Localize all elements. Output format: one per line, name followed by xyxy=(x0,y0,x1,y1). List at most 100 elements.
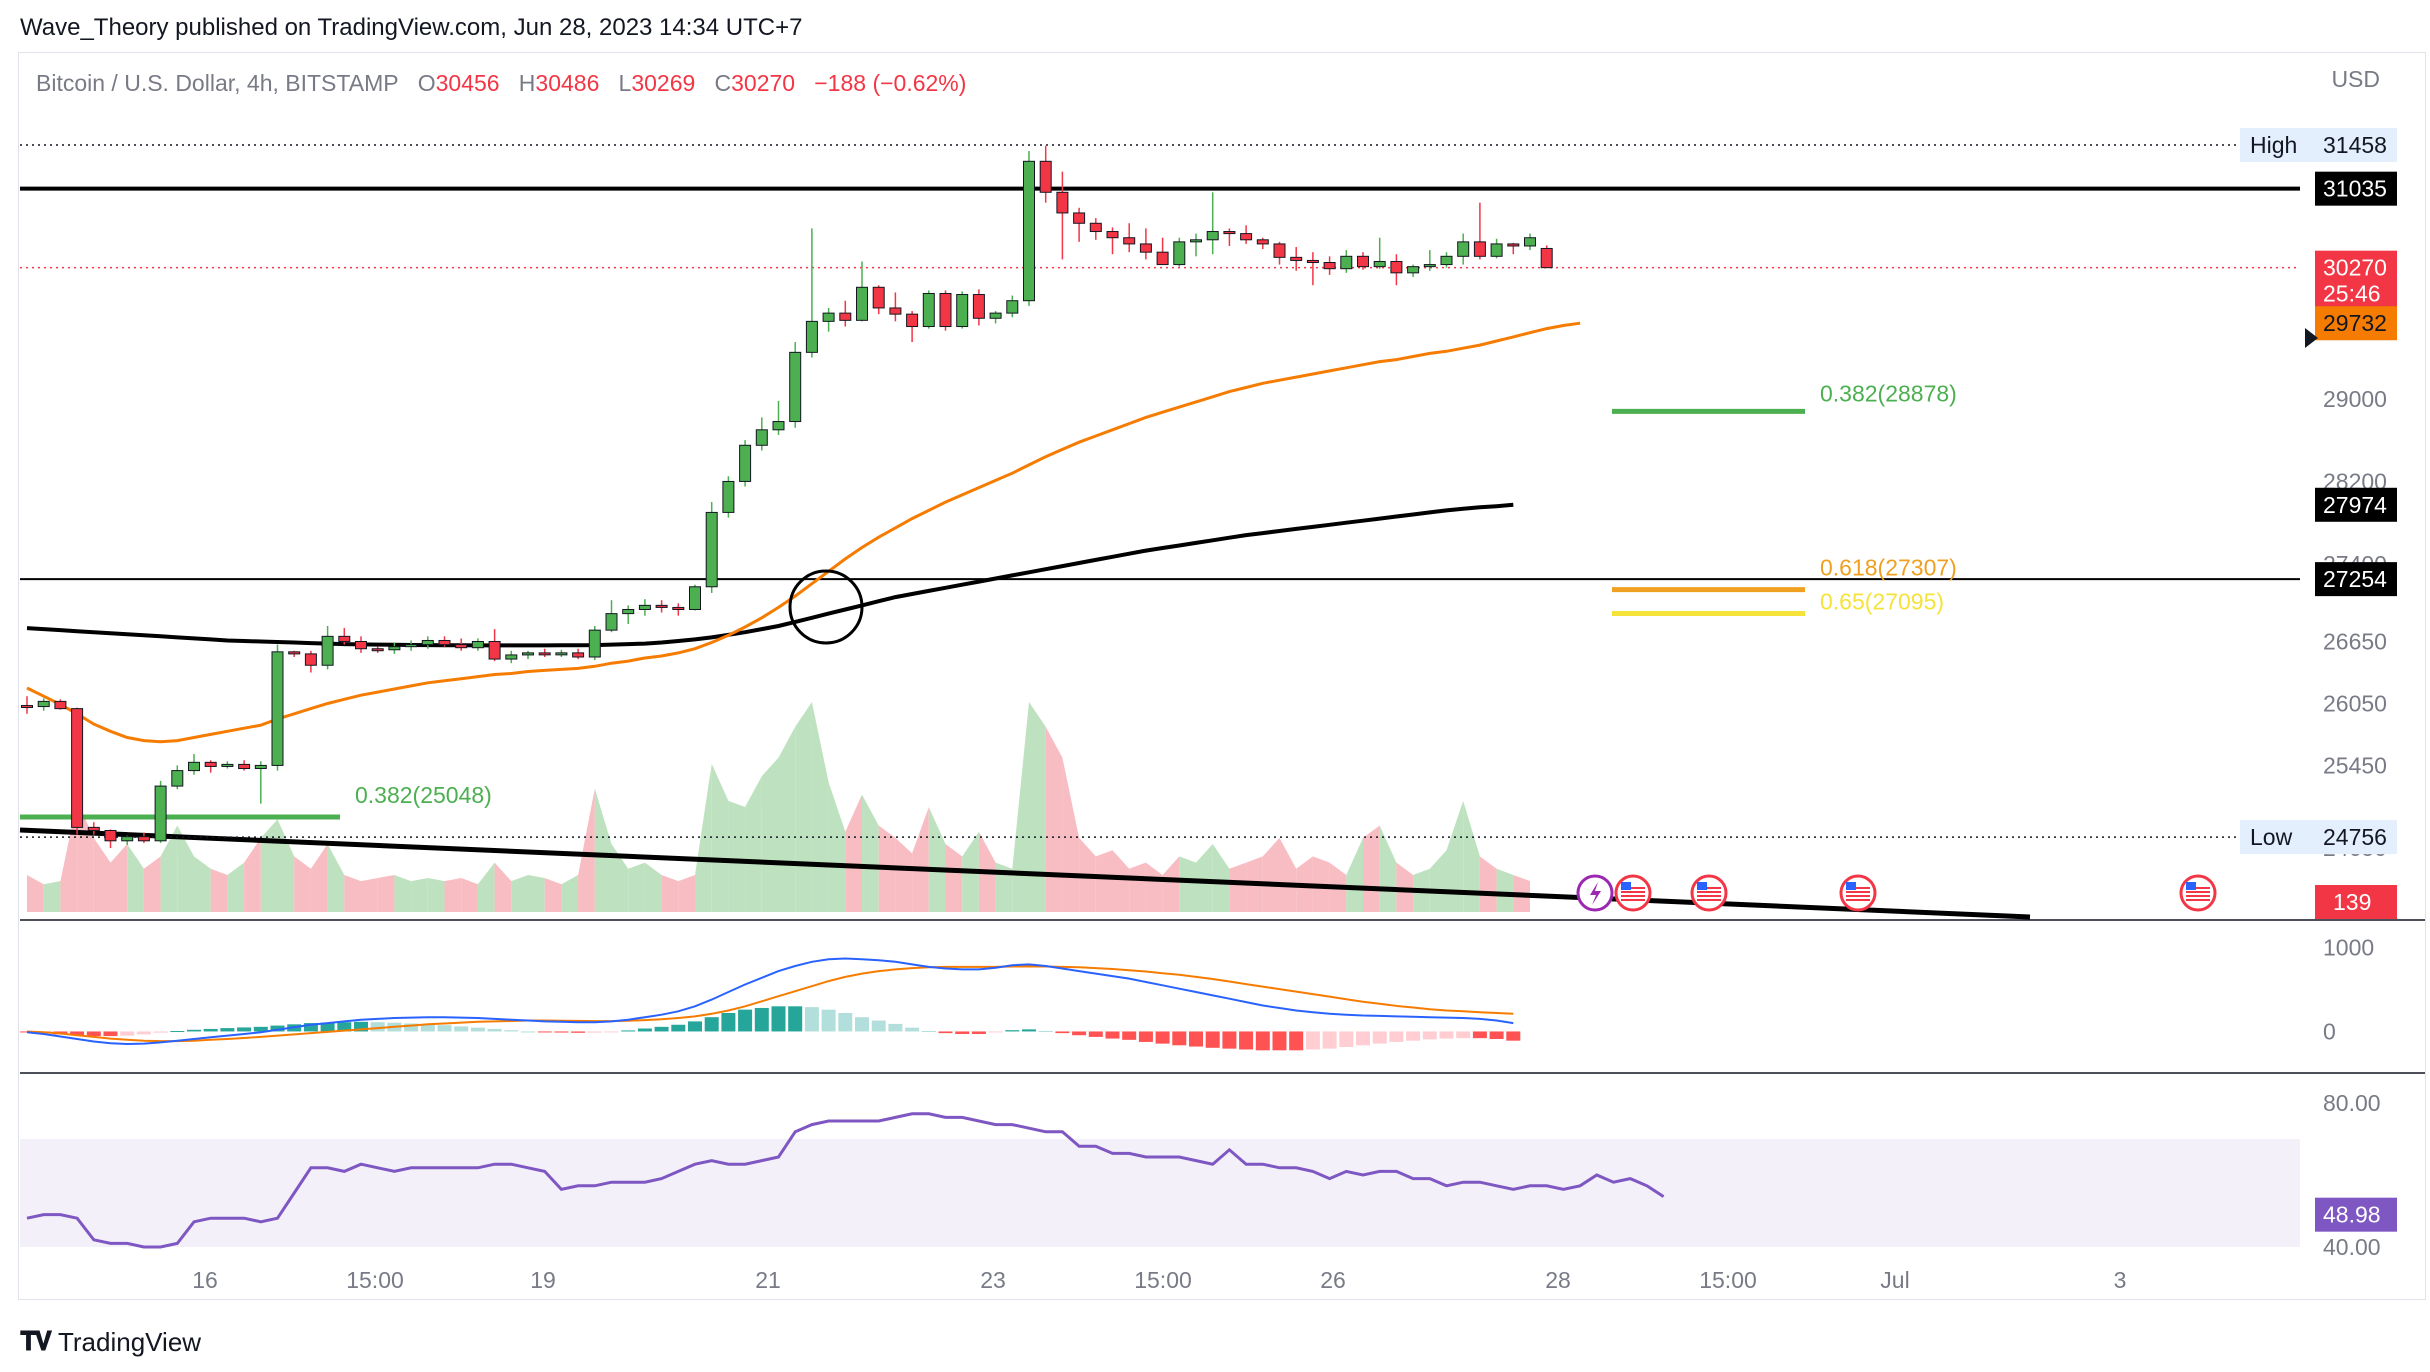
ema50-line xyxy=(26,321,1581,744)
volume-area xyxy=(1479,856,1497,912)
volume-area xyxy=(561,874,579,912)
price-tick: 26650 xyxy=(2323,629,2387,655)
candle-body xyxy=(1357,255,1369,268)
candle-body xyxy=(1006,300,1019,314)
x-tick: 21 xyxy=(755,1267,781,1293)
flag-canton xyxy=(1621,882,1631,890)
chart-frame[interactable] xyxy=(18,52,2426,1300)
macd-bar xyxy=(237,1027,252,1032)
macd-histogram xyxy=(20,1006,1521,1051)
volume-area xyxy=(244,837,261,912)
macd-bar xyxy=(921,1031,936,1033)
scroll-arrow-icon[interactable] xyxy=(2305,328,2318,348)
x-tick: 15:00 xyxy=(1699,1267,1757,1293)
last-price-tag xyxy=(2315,250,2397,309)
macd-bar xyxy=(86,1031,101,1037)
macd-line xyxy=(26,957,1514,1046)
volume-area xyxy=(678,874,695,912)
candle-body xyxy=(1273,243,1286,258)
candle-body xyxy=(672,606,685,610)
volume-area xyxy=(1429,850,1447,912)
candle-body xyxy=(288,651,301,655)
volume-area xyxy=(1346,837,1363,912)
macd-bar xyxy=(470,1027,485,1032)
volume-area xyxy=(711,763,729,912)
flag-canton xyxy=(1697,882,1707,890)
volume-area xyxy=(528,874,545,912)
candle-body xyxy=(488,641,501,660)
volume-area xyxy=(1262,837,1280,912)
tradingview-brand: TradingView xyxy=(57,1326,202,1357)
candle-body xyxy=(471,641,484,649)
macd-bar xyxy=(988,1031,1003,1033)
macd-bar xyxy=(1305,1031,1320,1050)
volume-area xyxy=(1279,837,1297,912)
candle-body xyxy=(1206,231,1219,241)
macd-bar xyxy=(504,1030,519,1032)
low-value: 30269 xyxy=(631,70,696,96)
ema200-tag xyxy=(2315,487,2397,522)
candle-body xyxy=(204,761,217,767)
x-tick: 23 xyxy=(980,1267,1006,1293)
volume-area xyxy=(611,844,629,912)
macd-bar xyxy=(1339,1031,1354,1047)
candle-body xyxy=(371,648,384,652)
volume-area xyxy=(862,794,879,912)
candle-body xyxy=(1223,231,1236,235)
price-tick: 25450 xyxy=(2323,752,2387,778)
macd-bar xyxy=(320,1022,335,1032)
candle-body xyxy=(906,313,919,328)
price-tick: 29000 xyxy=(2323,386,2387,412)
macd-bar xyxy=(1172,1031,1187,1046)
candle-body xyxy=(1490,243,1503,257)
volume-area xyxy=(210,868,228,912)
candle-body xyxy=(1407,266,1420,274)
low-label: L xyxy=(618,70,632,96)
candle-body xyxy=(54,700,67,710)
line-27254-label: 27254 xyxy=(2323,566,2387,592)
symbol-name[interactable]: Bitcoin / U.S. Dollar, 4h, BITSTAMP xyxy=(36,70,399,96)
macd-bar xyxy=(1205,1031,1220,1048)
tradingview-logo[interactable]: 𝐓𝐕 TradingView xyxy=(20,1326,201,1358)
volume-area xyxy=(110,844,128,912)
macd-bar xyxy=(1456,1031,1471,1039)
macd-bar xyxy=(337,1022,352,1032)
volume-area xyxy=(828,782,846,912)
macd-bar xyxy=(103,1031,118,1037)
volume-area xyxy=(745,776,762,912)
macd-bar xyxy=(1489,1031,1504,1039)
volume-area xyxy=(93,837,111,912)
volume-area xyxy=(294,856,311,912)
volume-area xyxy=(377,874,395,912)
volume-area xyxy=(444,878,462,912)
macd-bar xyxy=(571,1031,586,1033)
candle-body xyxy=(956,294,969,328)
currency-label[interactable]: USD xyxy=(2331,66,2380,92)
low-level-prefix: Low xyxy=(2250,824,2293,850)
candle-body xyxy=(856,286,868,321)
x-tick: 16 xyxy=(192,1267,218,1293)
candle-body xyxy=(572,652,585,658)
macd-bar xyxy=(1038,1031,1053,1033)
publisher-header: Wave_Theory published on TradingView.com… xyxy=(20,14,803,41)
candle-body xyxy=(405,644,418,648)
volume-area xyxy=(143,856,161,912)
macd-bar xyxy=(855,1017,869,1032)
volume-area xyxy=(1045,726,1063,912)
macd-bar xyxy=(136,1031,151,1035)
change-value: −188 (−0.62%) xyxy=(814,70,967,96)
macd-bar xyxy=(521,1031,535,1033)
candle-body xyxy=(221,763,234,767)
candle-body xyxy=(1073,212,1086,224)
open-value: 30456 xyxy=(435,70,500,96)
x-tick: 15:00 xyxy=(1134,1267,1192,1293)
macd-bar xyxy=(721,1013,736,1032)
volume-area xyxy=(477,862,495,912)
macd-bar xyxy=(1422,1031,1437,1040)
candle-body xyxy=(1156,251,1169,266)
volume-area xyxy=(427,878,445,912)
candle-body xyxy=(505,654,518,660)
volume-area xyxy=(260,819,278,912)
macd-bar xyxy=(1289,1031,1304,1051)
